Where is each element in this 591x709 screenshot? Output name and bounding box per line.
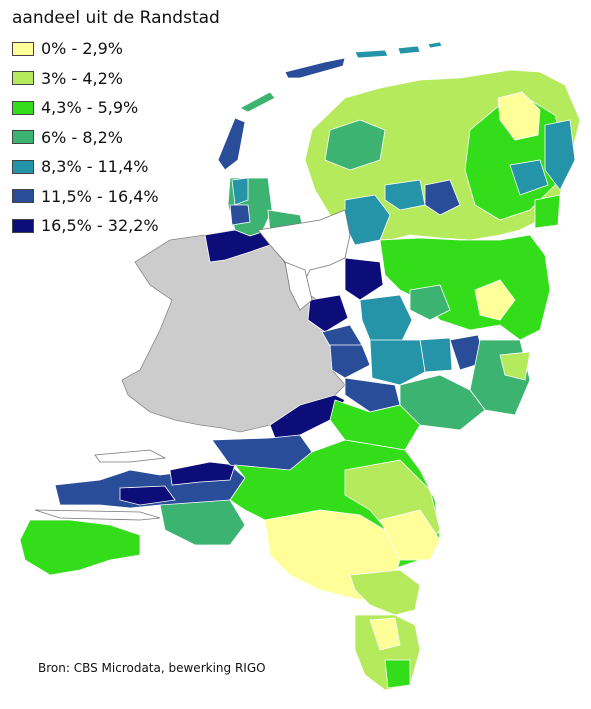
region-emmen xyxy=(509,159,549,196)
legend-label: 16,5% - 32,2% xyxy=(41,216,159,236)
region-amersfoort xyxy=(329,344,371,379)
legend-swatch xyxy=(12,218,34,233)
region-venlo-yellow xyxy=(379,509,441,561)
legend-swatch xyxy=(12,71,34,86)
region-apeldoorn xyxy=(419,337,453,373)
legend-item: 16,5% - 32,2% xyxy=(8,211,220,241)
region-rottumeroog xyxy=(427,41,443,49)
region-gooi xyxy=(359,294,413,346)
legend-item: 3% - 4,2% xyxy=(8,64,220,94)
legend-label: 11,5% - 16,4% xyxy=(41,186,159,206)
legend-item: 11,5% - 16,4% xyxy=(8,182,220,212)
region-limburg-north xyxy=(349,569,421,616)
region-den-helder xyxy=(229,204,251,226)
region-zeeland-dark xyxy=(119,485,176,506)
region-groningen-cyan xyxy=(544,119,576,191)
region-heerlen-green xyxy=(384,659,411,689)
legend-item: 0% - 2,9% xyxy=(8,34,220,64)
region-zeeuws-vlaanderen xyxy=(19,519,141,576)
region-flevoland-dark xyxy=(344,257,384,301)
region-noord-holland-cyan xyxy=(231,177,249,206)
legend-item: 4,3% - 5,9% xyxy=(8,93,220,123)
legend-item: 6% - 8,2% xyxy=(8,123,220,153)
region-veluwe xyxy=(369,339,426,386)
legend-swatch xyxy=(12,189,34,204)
region-west-brabant-dark xyxy=(169,461,236,486)
legend-label: 3% - 4,2% xyxy=(41,68,123,88)
legend-label: 4,3% - 5,9% xyxy=(41,98,139,118)
legend-swatch xyxy=(12,41,34,56)
legend-label: 8,3% - 11,4% xyxy=(41,157,149,177)
region-zwolle xyxy=(409,284,451,321)
markermeer-water xyxy=(284,261,313,311)
legend-label: 6% - 8,2% xyxy=(41,127,123,147)
region-schiermonnikoog xyxy=(397,45,421,55)
legend: aandeel uit de Randstad 0% - 2,9% 3% - 4… xyxy=(8,8,220,241)
legend-item: 8,3% - 11,4% xyxy=(8,152,220,182)
region-twente-yellow xyxy=(474,279,516,321)
legend-title: aandeel uit de Randstad xyxy=(12,8,220,28)
ijsselmeer-water xyxy=(257,209,351,291)
region-friesland-yellow xyxy=(497,91,541,141)
region-ameland xyxy=(354,49,389,59)
region-almere-dark xyxy=(307,294,349,333)
region-maastricht-yellow xyxy=(369,617,401,651)
region-heerenveen xyxy=(424,179,461,216)
westerschelde-water xyxy=(34,509,161,521)
region-terschelling xyxy=(284,57,346,79)
source-credit: Bron: CBS Microdata, bewerking RIGO xyxy=(38,661,266,675)
region-achterhoek-lime xyxy=(499,351,531,381)
region-leeuwarden xyxy=(324,119,386,171)
legend-swatch xyxy=(12,130,34,145)
legend-swatch xyxy=(12,100,34,115)
region-vlieland xyxy=(239,91,276,113)
region-assen xyxy=(384,179,426,211)
legend-swatch xyxy=(12,159,34,174)
legend-label: 0% - 2,9% xyxy=(41,39,123,59)
region-zeeland-green xyxy=(159,499,246,546)
region-texel xyxy=(217,117,246,171)
region-drenthe-south xyxy=(534,194,561,229)
oosterschelde-water xyxy=(94,449,167,463)
